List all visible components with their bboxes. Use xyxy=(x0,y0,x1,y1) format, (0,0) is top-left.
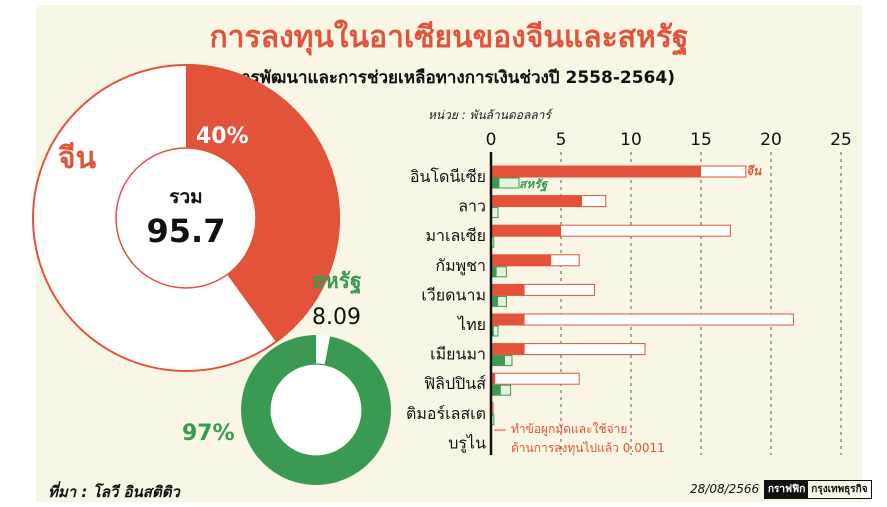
china-label: จีน xyxy=(58,141,97,176)
category-label: มาเลเซีย xyxy=(425,226,486,245)
bar-us-value xyxy=(491,178,500,188)
x-tick-label: 10 xyxy=(620,130,642,150)
chart-subtitle: (การพัฒนาและการช่วยเหลือทางการเงินช่วงปี… xyxy=(223,68,675,88)
bar-us-value xyxy=(491,296,498,307)
us-donut-hole xyxy=(269,363,363,457)
annotation-line-2: ด้านการลงทุนไปแล้ว 0.0011 xyxy=(511,441,665,456)
category-label: ฟิลิปปินส์ xyxy=(424,374,486,393)
bar-china-value xyxy=(491,314,525,325)
unit-label: หน่วย : พันล้านดอลลาร์ xyxy=(428,108,551,122)
china-total-caption: รวม xyxy=(169,186,202,208)
legend-us: สหรัฐ xyxy=(519,177,549,192)
us-percent-label: 97% xyxy=(182,421,235,446)
x-tick-label: 15 xyxy=(690,130,712,150)
brand-left: กราฟฟิก xyxy=(765,481,809,498)
bar-china-value xyxy=(491,195,582,207)
legend-china: จีน xyxy=(746,164,762,178)
bar-china-value xyxy=(491,254,552,266)
category-label: กัมพูชา xyxy=(435,256,486,276)
category-label: ไทย xyxy=(456,315,486,334)
category-label: ติมอร์เลสเต xyxy=(406,404,486,423)
bar-china-total xyxy=(490,372,580,385)
annotation-line-1: ทำข้อผูกมัดและใช้จ่าย xyxy=(511,422,627,437)
category-label: ลาว xyxy=(458,197,486,216)
category-label: บรูไน xyxy=(448,433,486,453)
bar-china-total xyxy=(490,313,794,326)
category-label: อินโดนีเซีย xyxy=(410,167,486,186)
bar-china-value xyxy=(491,166,701,177)
category-label: เมียนมา xyxy=(430,345,486,364)
bar-us-value xyxy=(491,355,505,366)
x-tick-label: 0 xyxy=(486,130,497,150)
us-label: สหรัฐ xyxy=(312,269,362,295)
bar-china-value xyxy=(491,343,525,355)
brand-logo: กราฟฟิก กรุงเทพธุรกิจ xyxy=(764,480,872,499)
china-percent-label: 40% xyxy=(196,124,249,149)
us-total-value: 8.09 xyxy=(312,305,361,330)
brand-right: กรุงเทพธุรกิจ xyxy=(811,484,868,495)
x-tick-label: 20 xyxy=(760,130,782,150)
bar-china-value xyxy=(491,373,496,385)
bar-us-value xyxy=(491,385,501,396)
china-total-value: 95.7 xyxy=(147,212,226,250)
bar-china-value xyxy=(491,225,561,237)
category-label: เวียดนาม xyxy=(421,285,486,304)
source-label: ที่มา : โลวี อินสติติว xyxy=(48,483,180,501)
china-donut-slice xyxy=(186,64,341,343)
china-donut-hole xyxy=(115,147,257,289)
us-donut-slice xyxy=(240,335,391,485)
bar-us-value xyxy=(491,326,494,336)
x-tick-label: 25 xyxy=(830,130,852,150)
bar-us-value xyxy=(491,266,497,277)
date-label: 28/08/2566 xyxy=(690,482,760,496)
x-tick-label: 5 xyxy=(556,130,567,150)
chart-title: การลงทุนในอาเซียนของจีนและสหรัฐ xyxy=(209,20,689,55)
bar-china-value xyxy=(491,284,525,296)
